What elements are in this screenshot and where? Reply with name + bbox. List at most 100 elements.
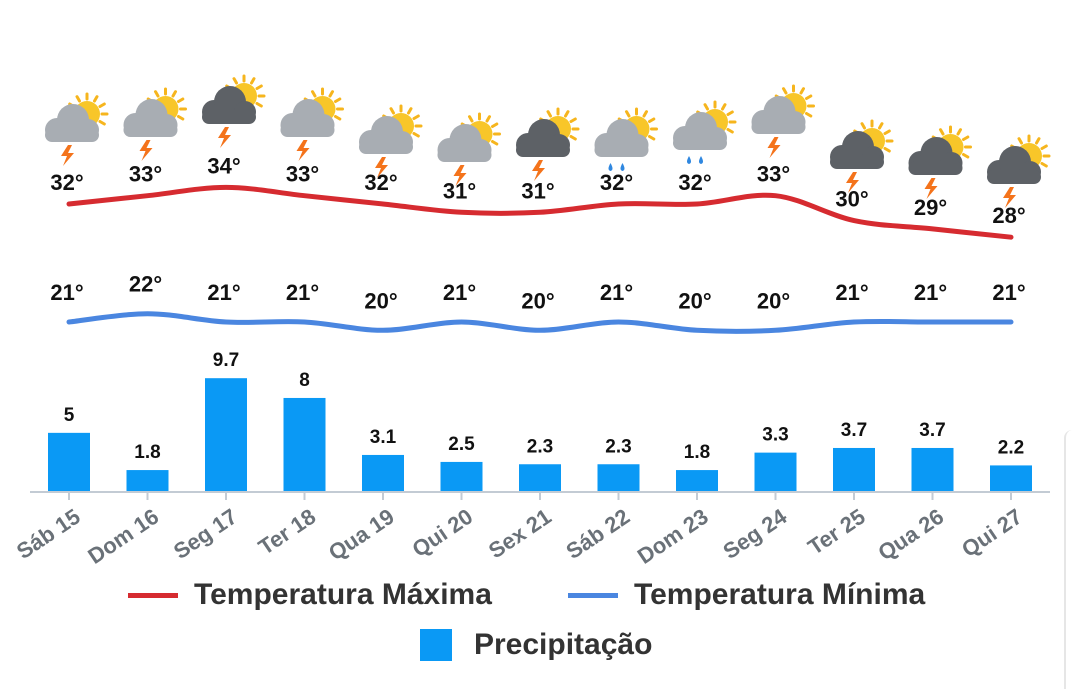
max-temp-label: 28° bbox=[992, 203, 1025, 228]
dark-storm-icon bbox=[516, 107, 580, 181]
min-temp-label: 20° bbox=[757, 288, 790, 313]
sun-ray bbox=[154, 90, 160, 98]
max-temp-label: 34° bbox=[207, 153, 240, 178]
precip-label: 2.5 bbox=[448, 434, 475, 455]
precip-bar bbox=[597, 464, 640, 491]
precip-label: 1.8 bbox=[134, 442, 160, 463]
x-tick-label: Qua 26 bbox=[873, 504, 948, 566]
precip-bar bbox=[833, 447, 875, 491]
sun-ray bbox=[333, 115, 342, 121]
min-temp-label: 21° bbox=[50, 280, 83, 305]
max-temp-label: 31° bbox=[443, 178, 476, 203]
sun-ray bbox=[412, 114, 420, 120]
cloud-icon bbox=[45, 104, 99, 142]
cloud-icon bbox=[123, 99, 178, 137]
sun-ray bbox=[569, 117, 577, 123]
precip-bar bbox=[754, 452, 797, 491]
dark-storm-icon bbox=[830, 119, 894, 193]
storm-icon bbox=[45, 92, 109, 166]
dark-storm-icon bbox=[202, 74, 266, 148]
sun-ray bbox=[490, 140, 499, 146]
sun-ray bbox=[726, 128, 734, 134]
precip-label: 2.3 bbox=[527, 436, 553, 457]
min-temp-line bbox=[66, 311, 1014, 334]
sun-ray bbox=[804, 112, 813, 118]
sun-ray bbox=[799, 87, 805, 95]
sun-ray bbox=[412, 132, 420, 138]
sun-ray bbox=[255, 84, 263, 90]
x-tick-label: Seg 24 bbox=[718, 503, 791, 564]
sun-ray bbox=[564, 110, 570, 118]
sun-ray bbox=[961, 153, 970, 159]
precip-label: 1.8 bbox=[684, 442, 710, 463]
legend-item-precip: Precipitação bbox=[420, 628, 652, 662]
x-tick-label: Ter 25 bbox=[803, 504, 869, 560]
max-temp-label: 32° bbox=[364, 170, 397, 195]
cloud-icon bbox=[359, 116, 413, 154]
max-temp-label: 33° bbox=[286, 162, 319, 187]
cloud-icon bbox=[516, 119, 570, 157]
sun-ray bbox=[883, 147, 891, 153]
precip-bar bbox=[362, 454, 404, 491]
x-tick-label: Qui 27 bbox=[957, 504, 1027, 562]
sun-ray bbox=[250, 77, 256, 85]
x-tick-label: Seg 17 bbox=[169, 504, 242, 564]
min-temp-label: 21° bbox=[286, 280, 319, 305]
x-tick-label: Ter 18 bbox=[254, 504, 320, 560]
sun-ray bbox=[333, 97, 342, 103]
legend-label-min: Temperatura Mínima bbox=[634, 578, 926, 611]
precip-label: 3.7 bbox=[841, 420, 867, 441]
sun-ray bbox=[485, 115, 491, 123]
max-temp-label: 32° bbox=[678, 170, 711, 195]
sun-ray bbox=[389, 107, 395, 115]
precip-bar bbox=[676, 470, 718, 491]
precip-bar bbox=[126, 470, 169, 491]
sun-ray bbox=[939, 128, 945, 136]
lightning-bolt bbox=[296, 140, 310, 161]
precip-label: 9.7 bbox=[213, 350, 239, 371]
lightning-bolt bbox=[375, 157, 388, 178]
legend-item-max: Temperatura Máxima bbox=[128, 578, 492, 612]
dark-storm-icon bbox=[987, 134, 1051, 208]
legend-label-precip: Precipitação bbox=[474, 628, 653, 661]
precip-label: 2.3 bbox=[605, 436, 631, 457]
cloud-part bbox=[987, 170, 1041, 184]
precip-bar bbox=[519, 464, 561, 491]
precip-label: 5 bbox=[64, 405, 75, 426]
raindrop bbox=[687, 156, 691, 164]
min-temp-label: 20° bbox=[364, 288, 397, 313]
storm-icon bbox=[751, 84, 815, 158]
max-temp-label: 29° bbox=[914, 195, 947, 220]
min-temp-label: 21° bbox=[992, 280, 1025, 305]
cloud-part bbox=[45, 128, 99, 142]
sun-ray bbox=[1040, 162, 1048, 168]
cloud-part bbox=[359, 140, 413, 154]
scroll-edge bbox=[1064, 430, 1072, 689]
cloud-part bbox=[751, 120, 806, 134]
legend-swatch-min bbox=[568, 592, 618, 598]
cloud-part bbox=[673, 136, 727, 150]
min-temp-label: 21° bbox=[600, 280, 633, 305]
sun-ray bbox=[782, 87, 788, 95]
sun-ray bbox=[232, 77, 238, 85]
precip-label: 8 bbox=[299, 370, 310, 391]
legend-swatch-max bbox=[128, 592, 178, 598]
min-temp-label: 20° bbox=[521, 288, 554, 313]
rain-icon bbox=[594, 107, 658, 171]
min-temp-label: 21° bbox=[914, 280, 947, 305]
sun-ray bbox=[804, 94, 813, 100]
legend-item-min: Temperatura Mínima bbox=[568, 578, 925, 612]
cloud-part bbox=[908, 161, 963, 175]
sun-ray bbox=[721, 103, 727, 111]
cloud-icon bbox=[830, 131, 884, 169]
precip-label: 3.1 bbox=[370, 427, 397, 448]
min-temp-label: 22° bbox=[129, 272, 162, 297]
sun-ray bbox=[468, 115, 474, 123]
sun-ray bbox=[647, 135, 656, 141]
sun-ray bbox=[625, 110, 631, 118]
cloud-icon bbox=[987, 146, 1041, 184]
raindrop bbox=[620, 163, 625, 171]
sun-ray bbox=[98, 120, 106, 126]
storm-icon bbox=[437, 112, 501, 186]
x-tick-label: Sex 21 bbox=[484, 504, 556, 564]
